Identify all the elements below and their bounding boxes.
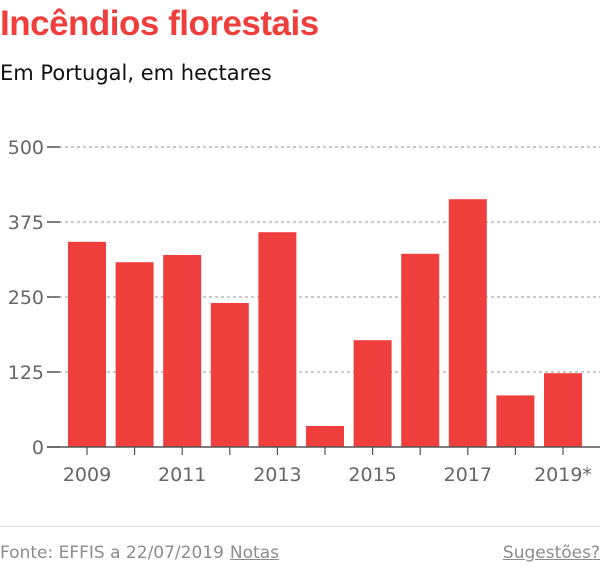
x-tick-label: 2011 bbox=[158, 464, 206, 486]
y-tick-label: 500 bbox=[8, 137, 44, 159]
bar-2009 bbox=[68, 241, 106, 447]
bar-2016 bbox=[401, 253, 440, 447]
bar-2019* bbox=[544, 373, 582, 447]
bar-2010 bbox=[115, 262, 154, 447]
x-tick-label: 2019* bbox=[534, 464, 592, 486]
suggestions-link[interactable]: Sugestões? bbox=[502, 543, 600, 563]
footer-divider bbox=[0, 526, 600, 527]
y-tick-label: 0 bbox=[32, 437, 44, 459]
bar-chart: 0 125 250 375 500 2009 2011 2013 2015 2017 2019* bbox=[8, 137, 600, 486]
x-tick-label: 2017 bbox=[444, 464, 492, 486]
y-tick-label: 250 bbox=[8, 287, 44, 309]
source-text: Fonte: EFFIS a 22/07/2019 bbox=[0, 543, 224, 563]
chart-title: Incêndios florestais bbox=[0, 4, 319, 43]
bar-2013 bbox=[258, 232, 297, 447]
bars bbox=[68, 199, 582, 447]
x-tick-label: 2013 bbox=[253, 464, 301, 486]
x-axis-ticks: 2009 2011 2013 2015 2017 2019* bbox=[63, 464, 592, 486]
y-tick-label: 375 bbox=[8, 212, 44, 234]
chart-subtitle: Em Portugal, em hectares bbox=[0, 61, 272, 85]
x-tick-label: 2009 bbox=[63, 464, 111, 486]
bar-2015 bbox=[353, 340, 392, 447]
x-tick-label: 2015 bbox=[348, 464, 396, 486]
bar-2011 bbox=[163, 255, 202, 447]
bar-2014 bbox=[306, 426, 344, 447]
footer: Fonte: EFFIS a 22/07/2019 Notas bbox=[0, 541, 279, 565]
bar-2018 bbox=[496, 395, 535, 447]
x-axis bbox=[47, 446, 600, 455]
y-axis-ticks: 0 125 250 375 500 bbox=[8, 137, 60, 459]
bar-2017 bbox=[448, 199, 487, 447]
y-tick-label: 125 bbox=[8, 362, 44, 384]
notes-link[interactable]: Notas bbox=[229, 543, 279, 563]
bar-2012 bbox=[210, 303, 249, 447]
